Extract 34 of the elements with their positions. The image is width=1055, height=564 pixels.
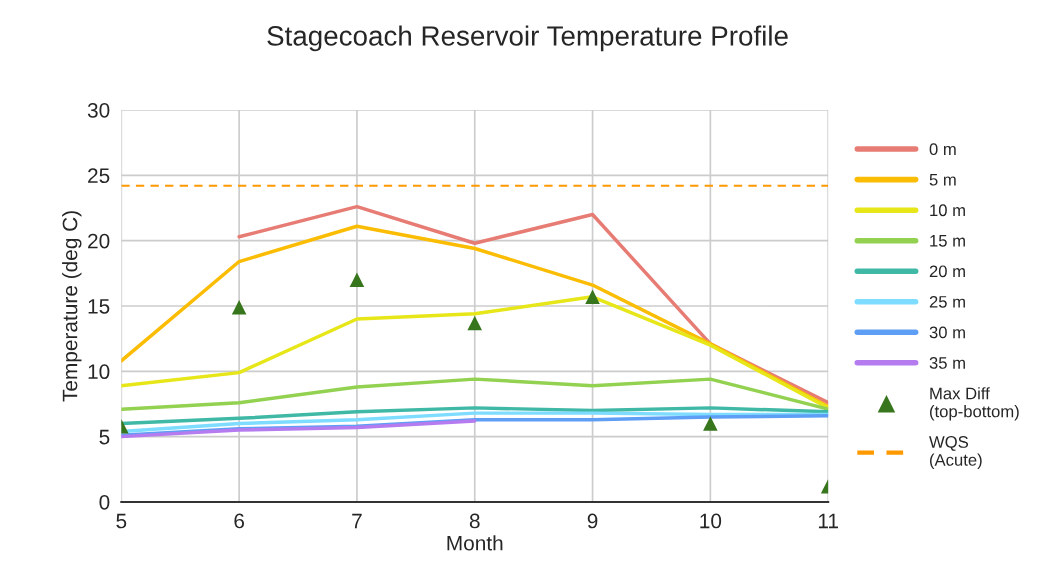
point <box>467 315 483 331</box>
y-tick-label: 25 <box>88 168 110 184</box>
y-tick-label: 0 <box>99 494 110 510</box>
point <box>231 299 247 315</box>
legend-label: WQS (Acute) <box>929 436 982 470</box>
x-tick-label: 9 <box>587 513 598 529</box>
point <box>703 416 718 431</box>
y-tick-label: 30 <box>87 102 110 118</box>
x-tick-label: 10 <box>700 513 722 529</box>
point <box>349 272 365 288</box>
legend-label: 0 m <box>929 143 956 156</box>
y-tick-label: 20 <box>88 233 110 249</box>
x-tick-label: 6 <box>234 513 245 529</box>
y-tick-label: 5 <box>99 429 110 445</box>
legend-label: 35 m <box>929 357 965 369</box>
y-tick-label: 10 <box>88 364 110 380</box>
legend-label: 20 m <box>929 265 965 278</box>
legend-label: 15 m <box>930 235 965 247</box>
line-series <box>121 419 477 439</box>
x-tick-label: 11 <box>818 513 838 529</box>
chart-title: Stagecoach Reservoir Temperature Profile <box>267 25 788 52</box>
legend-label: 5 m <box>929 173 956 186</box>
x-axis-title: Month <box>447 535 503 551</box>
y-axis-title: Temperature (deg C) <box>62 211 82 402</box>
x-tick-label: 5 <box>116 513 127 529</box>
x-tick-label: 8 <box>469 513 480 529</box>
x-tick-label: 7 <box>352 513 362 529</box>
legend-label: 30 m <box>929 326 965 339</box>
legend-label: 25 m <box>929 295 965 308</box>
y-tick-label: 15 <box>88 299 110 314</box>
point <box>585 289 600 305</box>
legend-label: Max Diff (top-bottom) <box>930 387 1019 421</box>
legend-label: 10 m <box>930 204 965 217</box>
line-series <box>121 377 829 411</box>
